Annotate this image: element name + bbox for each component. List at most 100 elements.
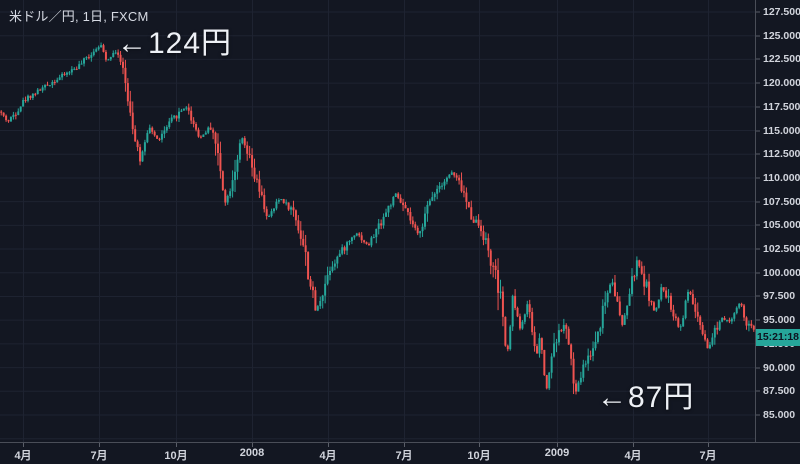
time-axis-label: 7月 <box>90 450 108 462</box>
time-axis-tick <box>479 443 480 447</box>
candle <box>87 54 90 60</box>
candle <box>265 206 268 220</box>
candle <box>148 124 151 134</box>
candle <box>423 206 426 230</box>
candle <box>129 90 132 117</box>
candle <box>114 50 117 55</box>
candle <box>572 352 575 395</box>
candle <box>51 80 54 88</box>
candle <box>652 300 655 311</box>
candle <box>682 315 685 327</box>
price-axis-label: 120.000 <box>763 77 800 90</box>
candle <box>173 114 176 120</box>
candle <box>538 333 541 358</box>
time-axis-label: 2009 <box>544 447 570 459</box>
candle <box>158 137 161 142</box>
candle <box>190 106 193 124</box>
candle <box>631 268 634 297</box>
candle <box>241 137 244 145</box>
candle <box>492 262 495 278</box>
candle <box>160 130 163 143</box>
candle <box>431 191 434 202</box>
candle <box>404 201 407 209</box>
price-axis-label: 122.500 <box>763 53 800 66</box>
candle <box>338 249 341 258</box>
time-axis[interactable]: 4月 7月 10月 2008 4月 7月 10月 2009 4月 7月 <box>0 442 800 464</box>
candle <box>548 371 551 391</box>
candle <box>92 48 95 57</box>
candle <box>182 108 185 111</box>
candle <box>226 194 229 205</box>
time-axis-label: 2008 <box>239 447 265 459</box>
chart-canvas[interactable] <box>0 0 755 443</box>
candle <box>723 316 726 321</box>
candle <box>58 74 61 81</box>
candle <box>80 60 83 65</box>
candle <box>126 78 129 106</box>
candle <box>44 84 47 91</box>
candle <box>504 316 507 347</box>
candle <box>24 96 27 103</box>
candle <box>735 306 738 315</box>
candle <box>302 230 305 247</box>
price-axis-tick <box>756 201 760 203</box>
candle <box>567 326 570 345</box>
candle <box>168 117 171 129</box>
candle <box>285 199 288 206</box>
candle <box>531 307 534 336</box>
candle <box>462 185 465 198</box>
candle <box>382 213 385 229</box>
candle <box>319 296 322 309</box>
candle <box>713 325 716 345</box>
candle <box>85 56 88 61</box>
candle <box>163 126 166 139</box>
candle <box>599 326 602 336</box>
candle <box>594 331 597 351</box>
candle <box>562 318 565 334</box>
price-axis[interactable]: 127.500 125.000 122.500 120.000 117.500 115.0… <box>755 0 800 443</box>
candle <box>314 286 317 311</box>
candle <box>708 341 711 350</box>
candle <box>536 343 539 354</box>
time-axis-tick <box>404 443 405 447</box>
candle <box>494 259 497 280</box>
candle <box>36 88 39 95</box>
candle <box>472 216 475 224</box>
candle <box>346 240 349 256</box>
candle <box>679 324 682 331</box>
price-axis-tick <box>756 295 760 297</box>
candle <box>268 214 271 218</box>
candle <box>107 58 110 61</box>
candle <box>743 303 746 321</box>
candle <box>738 302 741 310</box>
candle <box>428 198 431 207</box>
candle <box>165 125 168 133</box>
candle <box>411 216 414 228</box>
candle <box>421 223 424 237</box>
candle <box>341 244 344 256</box>
candle <box>102 43 105 53</box>
candle <box>219 141 222 179</box>
time-axis-label: 7月 <box>699 450 717 462</box>
candle <box>587 348 590 371</box>
candle <box>297 215 300 234</box>
candle <box>207 126 210 135</box>
candle <box>2 112 5 118</box>
price-axis-label: 127.500 <box>763 6 800 18</box>
candle <box>121 57 124 75</box>
candle <box>117 49 120 58</box>
candle <box>73 67 76 71</box>
candle <box>270 208 273 218</box>
candle <box>650 300 653 306</box>
candle <box>402 198 405 212</box>
candle <box>112 50 115 58</box>
candle <box>618 296 621 317</box>
countdown-price-label: 15:21:18 <box>756 328 800 346</box>
price-axis-tick <box>756 367 760 369</box>
candle <box>725 319 728 323</box>
candle <box>365 241 368 245</box>
candle <box>224 188 227 206</box>
candle <box>229 188 232 199</box>
candle <box>311 281 314 299</box>
